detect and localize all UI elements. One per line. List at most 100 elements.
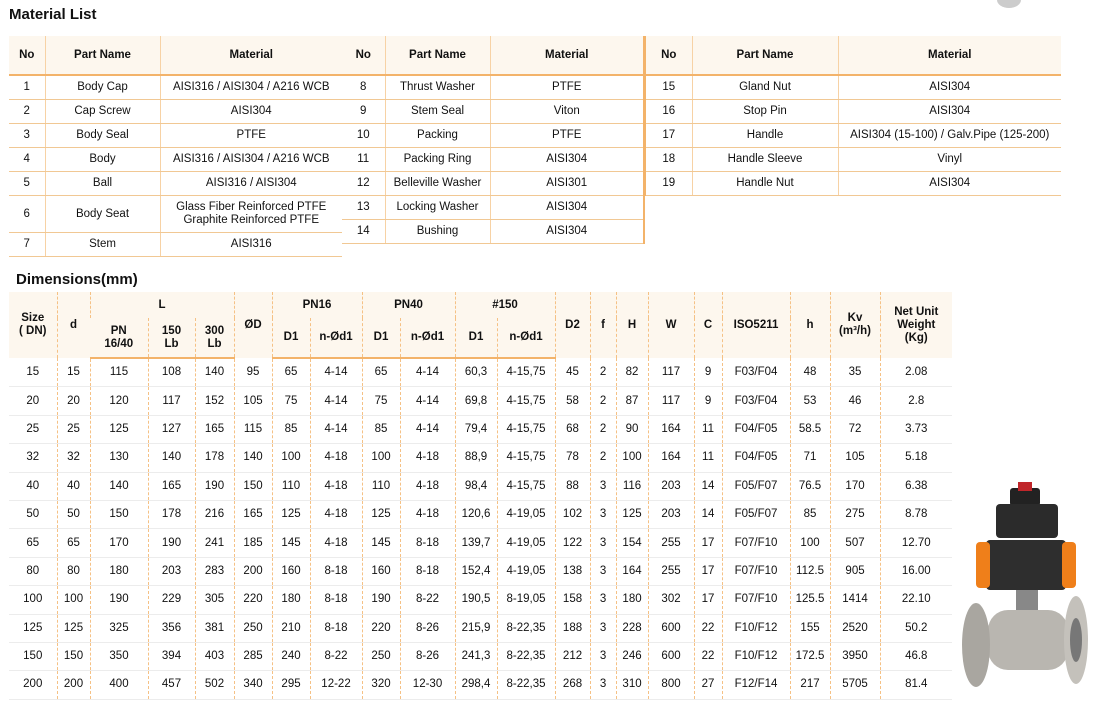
table-cell: 9 <box>693 386 723 416</box>
text-line: Graphite Reinforced PTFE <box>183 214 319 226</box>
table-cell: 22.10 <box>879 585 953 615</box>
table-row: 7 Stem AISI316 <box>9 232 342 257</box>
text-line: Size <box>21 312 45 324</box>
table-cell: 154 <box>615 528 649 558</box>
text-line: 150 <box>161 324 182 337</box>
table-row: 19 Handle Nut AISI304 <box>645 171 1061 196</box>
table-cell: 200 <box>233 557 273 587</box>
table-cell: 457 <box>147 670 195 700</box>
table-cell: 3.73 <box>879 415 953 445</box>
table-cell: 152,4 <box>454 557 498 587</box>
table-cell: 85 <box>361 415 401 445</box>
table-row: 5 Ball AISI316 / AISI304 <box>9 171 342 196</box>
table-cell: 3 <box>589 670 617 700</box>
table-cell: 5.18 <box>879 443 953 473</box>
table-cell: 48 <box>789 358 831 388</box>
table-cell: 200 <box>56 670 90 700</box>
table-cell: 4-15,75 <box>496 386 556 416</box>
column-header: f <box>589 292 617 358</box>
table-cell: 190 <box>147 528 195 558</box>
table-cell: 140 <box>147 443 195 473</box>
table-cell: 240 <box>271 642 311 672</box>
table-cell: 170 <box>829 472 881 501</box>
table-cell: 394 <box>147 642 195 672</box>
table-cell: 164 <box>647 415 695 445</box>
table-cell: Handle Sleeve <box>691 147 838 172</box>
table-cell: 100 <box>271 443 311 473</box>
column-header: 300 Lb <box>194 318 235 359</box>
table-cell: F04/F05 <box>721 415 791 445</box>
table-cell: 178 <box>194 443 235 473</box>
column-header: n-Ød1 <box>399 318 456 359</box>
table-cell: 45 <box>554 358 591 388</box>
table-cell: 12 <box>342 171 385 196</box>
table-cell: 25 <box>9 415 57 445</box>
table-cell: 178 <box>147 500 195 530</box>
table-cell: 241 <box>194 528 235 558</box>
table-row: 13 Locking Washer AISI304 <box>342 195 645 220</box>
column-header: No <box>645 36 692 76</box>
table-cell: 215,9 <box>454 614 498 643</box>
table-cell: 69,8 <box>454 386 498 416</box>
table-cell: 8-22 <box>399 585 456 615</box>
table-cell: 140 <box>89 472 148 501</box>
table-cell: Handle <box>691 123 838 148</box>
table-cell: 87 <box>615 386 649 416</box>
table-cell: 16 <box>645 99 692 124</box>
table-cell: 4-18 <box>309 528 363 558</box>
table-cell: Packing <box>384 123 490 148</box>
table-cell: 65 <box>56 528 90 558</box>
table-cell: 50 <box>56 500 90 530</box>
table-cell: 145 <box>271 528 311 558</box>
product-image <box>962 482 1088 687</box>
text-line: 16/40 <box>104 337 134 350</box>
table-cell: 11 <box>693 415 723 445</box>
table-cell: 217 <box>789 670 831 700</box>
table-cell: 298,4 <box>454 670 498 700</box>
table-cell: 125 <box>9 614 57 643</box>
table-cell: 12-22 <box>309 670 363 700</box>
table-cell: 400 <box>89 670 148 700</box>
table-cell: AISI304 <box>837 99 1061 124</box>
table-cell: 8.78 <box>879 500 953 530</box>
table-cell: 220 <box>361 614 401 643</box>
column-header: W <box>647 292 695 358</box>
table-cell: Locking Washer <box>384 195 490 220</box>
table-cell: 5 <box>9 171 45 196</box>
table-cell: 203 <box>647 500 695 530</box>
table-cell: 155 <box>789 614 831 643</box>
header-row: No Part Name Material <box>342 36 645 76</box>
table-cell: 4 <box>9 147 45 172</box>
table-cell: 14 <box>693 500 723 530</box>
table-cell: 6.38 <box>879 472 953 501</box>
text-line: Net Unit <box>894 305 939 318</box>
table-cell: 203 <box>147 557 195 587</box>
table-cell: 12-30 <box>399 670 456 700</box>
table-row: 20 20 120 117 152 105 75 4-14 75 4-14 69,8 4-15,75 5… <box>9 386 953 416</box>
table-cell: 403 <box>194 642 235 672</box>
table-cell: 117 <box>147 386 195 416</box>
table-cell: 125 <box>56 614 90 643</box>
table-cell: 502 <box>194 670 235 700</box>
table-cell: 65 <box>271 358 311 388</box>
table-cell: 905 <box>829 557 881 587</box>
table-cell: 350 <box>89 642 148 672</box>
table-cell: 58 <box>554 386 591 416</box>
table-cell: 246 <box>615 642 649 672</box>
table-cell: 165 <box>233 500 273 530</box>
table-cell: 188 <box>554 614 591 643</box>
table-cell: 115 <box>89 358 148 388</box>
table-cell: 20 <box>56 386 90 416</box>
text-line: (m³/h) <box>839 325 871 337</box>
table-cell: 32 <box>9 443 57 473</box>
table-cell: AISI316 / AISI304 / A216 WCB <box>159 147 342 172</box>
table-cell: 305 <box>194 585 235 615</box>
table-cell: 302 <box>647 585 695 615</box>
table-row: 65 65 170 190 241 185 145 4-18 145 8-18 139,7 4-19,… <box>9 528 953 558</box>
table-cell: 3 <box>589 585 617 615</box>
table-cell: 172.5 <box>789 642 831 672</box>
table-cell: 22 <box>693 642 723 672</box>
table-cell: 3 <box>589 472 617 501</box>
table-cell: 325 <box>89 614 148 643</box>
table-cell: 20 <box>9 386 57 416</box>
